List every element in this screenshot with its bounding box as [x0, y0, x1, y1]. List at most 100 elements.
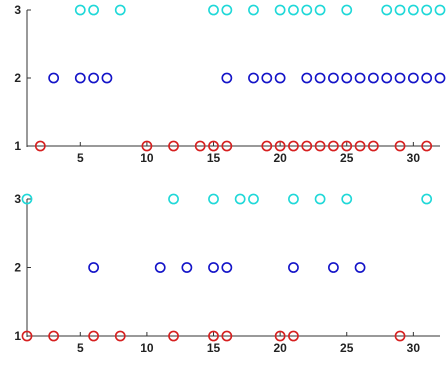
- y-tick-label: 3: [14, 3, 21, 17]
- data-point: [394, 330, 406, 342]
- data-point: [341, 140, 353, 152]
- data-point: [168, 193, 179, 205]
- data-point: [48, 72, 60, 84]
- data-point: [181, 262, 193, 273]
- series-2: [88, 262, 366, 273]
- data-point: [381, 72, 393, 84]
- data-point: [101, 72, 113, 84]
- x-tick-label: 20: [273, 151, 287, 165]
- data-point: [74, 4, 86, 16]
- data-point: [88, 262, 100, 273]
- data-point: [354, 262, 366, 273]
- x-tick-label: 5: [77, 341, 84, 355]
- data-point: [168, 140, 179, 152]
- data-point: [274, 330, 286, 342]
- data-point: [421, 140, 433, 152]
- data-point: [301, 72, 313, 84]
- data-point: [88, 4, 100, 16]
- y-tick-label: 1: [14, 329, 21, 343]
- data-point: [208, 330, 219, 342]
- data-point: [248, 72, 259, 84]
- data-point: [354, 140, 366, 152]
- data-point: [407, 72, 419, 84]
- data-point: [341, 72, 353, 84]
- data-point: [314, 140, 326, 152]
- data-point: [221, 330, 233, 342]
- data-point: [434, 72, 446, 84]
- data-point: [367, 140, 379, 152]
- data-point: [234, 193, 246, 205]
- data-point: [274, 140, 286, 152]
- data-point: [341, 193, 353, 205]
- data-point: [208, 262, 219, 273]
- data-point: [21, 330, 33, 342]
- data-point: [141, 140, 153, 152]
- data-point: [274, 4, 286, 16]
- data-point: [314, 193, 326, 205]
- data-point: [114, 330, 126, 342]
- subplot-1: 5 10 15 20 25 30 1 2 3: [14, 3, 446, 165]
- data-point: [314, 4, 326, 16]
- data-point: [434, 4, 446, 16]
- data-point: [394, 72, 406, 84]
- data-point: [221, 4, 233, 16]
- x-tick-label: 20: [273, 341, 287, 355]
- series-3: [21, 193, 433, 205]
- data-point: [314, 72, 326, 84]
- data-point: [21, 193, 33, 205]
- data-point: [48, 330, 60, 342]
- data-point: [221, 72, 233, 84]
- data-point: [221, 262, 233, 273]
- data-point: [88, 72, 100, 84]
- data-point: [114, 4, 126, 16]
- series-1: [34, 140, 433, 152]
- data-point: [208, 4, 219, 16]
- y-tick-label: 1: [14, 139, 21, 153]
- data-point: [421, 4, 433, 16]
- y-tick-label: 2: [14, 71, 21, 85]
- series-3: [74, 4, 446, 16]
- data-point: [328, 140, 339, 152]
- data-point: [288, 330, 299, 342]
- x-tick-label: 25: [340, 341, 354, 355]
- data-point: [168, 330, 179, 342]
- data-point: [88, 330, 100, 342]
- data-point: [288, 193, 299, 205]
- data-point: [301, 4, 313, 16]
- data-point: [394, 140, 406, 152]
- data-point: [421, 193, 433, 205]
- data-point: [221, 140, 233, 152]
- data-point: [194, 140, 206, 152]
- series-1: [21, 330, 406, 342]
- data-point: [208, 193, 219, 205]
- data-point: [394, 4, 406, 16]
- data-point: [261, 140, 273, 152]
- subplot-2: 5 10 15 20 25 30 1 2 3: [14, 192, 440, 355]
- x-tick-label: 25: [340, 151, 354, 165]
- data-point: [248, 4, 259, 16]
- x-tick-label: 5: [77, 151, 84, 165]
- x-tick-label: 30: [407, 151, 421, 165]
- data-point: [367, 72, 379, 84]
- data-point: [74, 72, 86, 84]
- data-point: [328, 262, 339, 273]
- data-point: [301, 140, 313, 152]
- x-tick-label: 15: [207, 151, 221, 165]
- data-point: [354, 72, 366, 84]
- data-point: [248, 193, 259, 205]
- y-tick-label: 3: [14, 192, 21, 206]
- data-point: [381, 4, 393, 16]
- x-tick-label: 10: [140, 341, 154, 355]
- data-point: [274, 72, 286, 84]
- data-point: [208, 140, 219, 152]
- x-tick-label: 15: [207, 341, 221, 355]
- data-point: [288, 4, 299, 16]
- data-point: [154, 262, 166, 273]
- series-2: [48, 72, 446, 84]
- data-point: [34, 140, 46, 152]
- data-point: [288, 262, 299, 273]
- data-point: [407, 4, 419, 16]
- data-point: [421, 72, 433, 84]
- x-tick-label: 10: [140, 151, 154, 165]
